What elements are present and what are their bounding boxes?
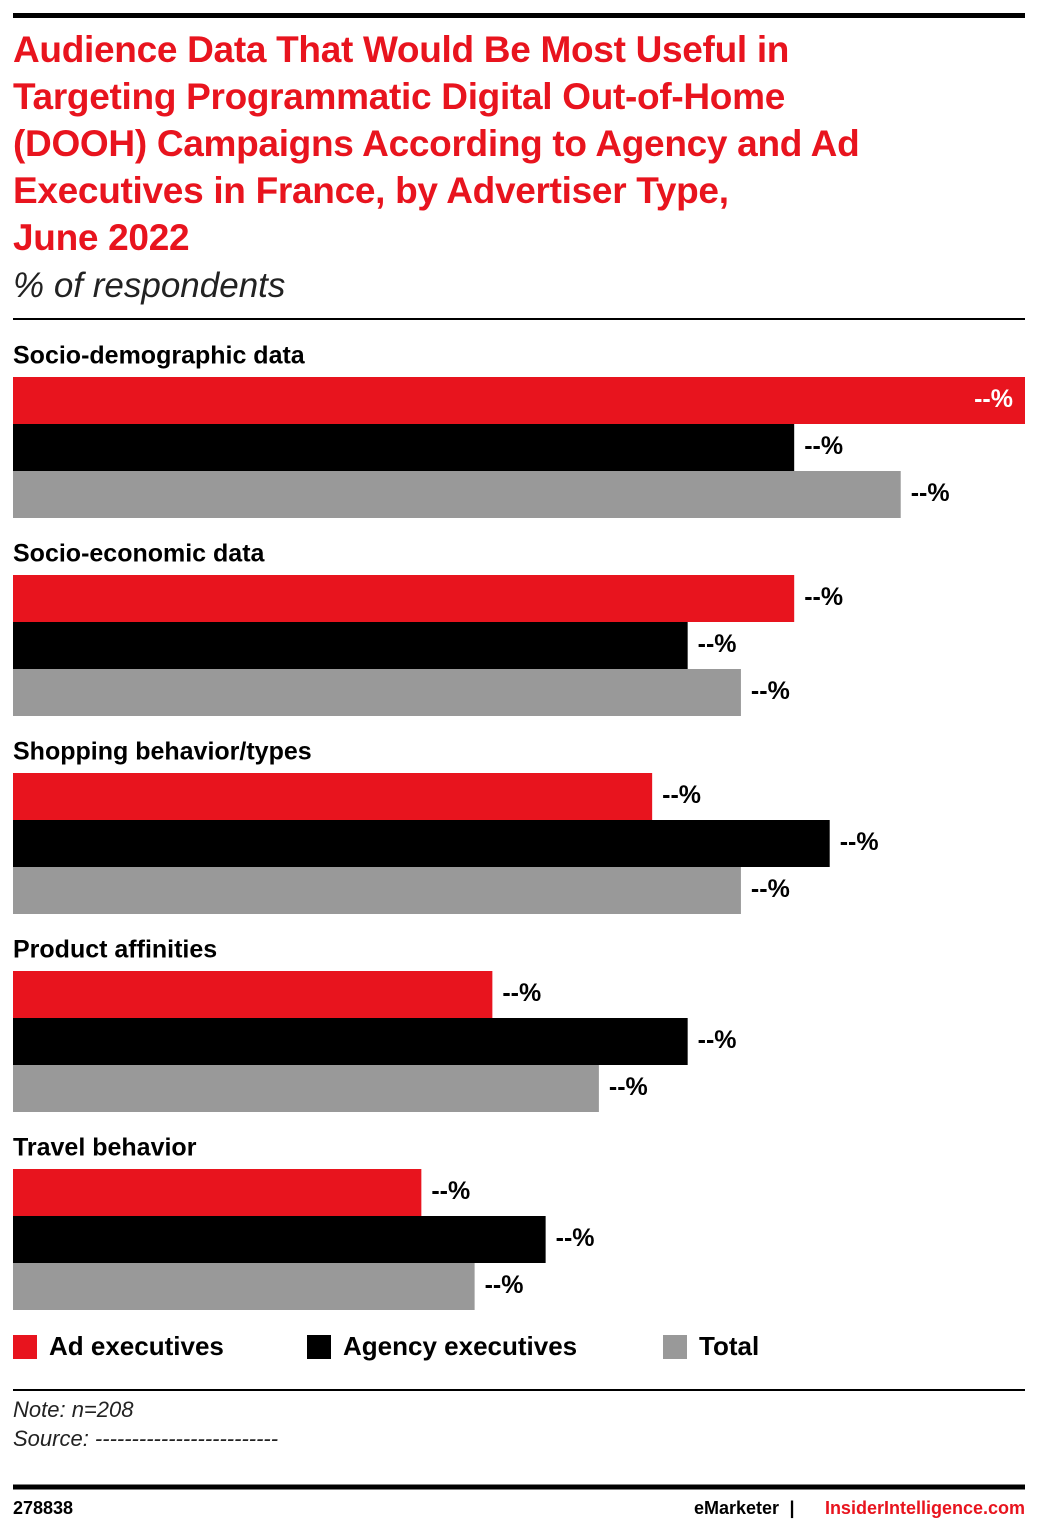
bar [13, 1216, 546, 1263]
legend-swatch [663, 1335, 687, 1359]
bar [13, 1018, 688, 1065]
legend-label: Ad executives [49, 1331, 224, 1361]
value-label: --% [974, 385, 1013, 413]
value-label: --% [840, 828, 879, 856]
bar [13, 669, 741, 716]
value-label: --% [502, 979, 541, 1007]
bar [13, 971, 493, 1018]
legend-label: Total [699, 1331, 759, 1361]
chart-id: 278838 [13, 1498, 73, 1518]
top-rule [13, 13, 1025, 18]
bar [13, 575, 795, 622]
bar [13, 1263, 475, 1310]
value-label: --% [431, 1177, 470, 1205]
category-label: Socio-demographic data [13, 342, 306, 370]
brand: eMarketer [694, 1498, 779, 1518]
bar [13, 377, 1025, 424]
category-label: Product affinities [13, 936, 217, 964]
bar [13, 773, 653, 820]
legend-swatch [307, 1335, 331, 1359]
value-label: --% [698, 630, 737, 658]
value-label: --% [911, 479, 950, 507]
bar [13, 424, 795, 471]
bar [13, 820, 830, 867]
chart-subtitle: % of respondents [13, 266, 286, 305]
value-label: --% [609, 1073, 648, 1101]
value-label: --% [751, 677, 790, 705]
category-label: Travel behavior [13, 1134, 197, 1162]
value-label: --% [804, 432, 843, 460]
separator: | [789, 1498, 794, 1518]
chart-title: Audience Data That Would Be Most Useful … [13, 29, 860, 258]
bar [13, 471, 901, 518]
value-label: --% [662, 781, 701, 809]
category-label: Shopping behavior/types [13, 738, 312, 766]
source: Source: ------------------------- [13, 1426, 278, 1451]
bar [13, 622, 688, 669]
bar [13, 1065, 599, 1112]
note: Note: n=208 [13, 1397, 134, 1422]
value-label: --% [556, 1224, 595, 1252]
category-label: Socio-economic data [13, 540, 266, 568]
bar [13, 1169, 422, 1216]
legend-swatch [13, 1335, 37, 1359]
value-label: --% [804, 583, 843, 611]
bar [13, 867, 741, 914]
site: InsiderIntelligence.com [825, 1498, 1025, 1518]
legend-label: Agency executives [343, 1331, 577, 1361]
value-label: --% [751, 875, 790, 903]
value-label: --% [485, 1271, 524, 1299]
value-label: --% [698, 1026, 737, 1054]
